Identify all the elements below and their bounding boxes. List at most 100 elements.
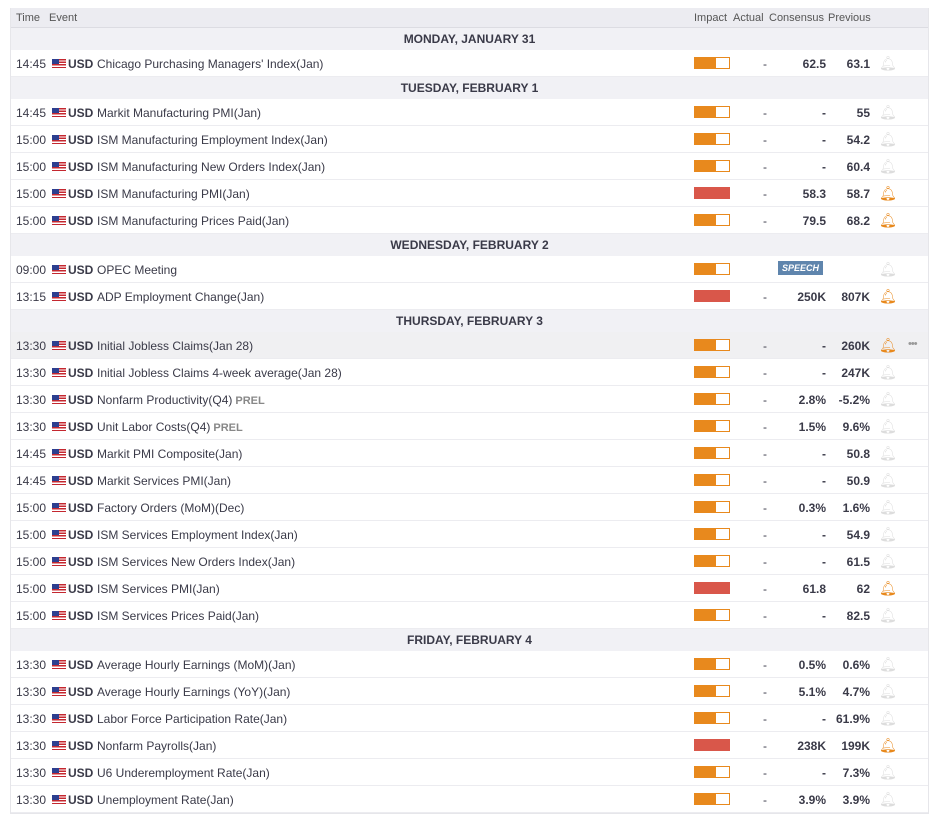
bell-icon[interactable]: 🔔︎ — [879, 764, 897, 780]
event-name-text[interactable]: Initial Jobless Claims(Jan 28) — [97, 339, 254, 353]
event-name[interactable]: ISM Manufacturing PMI(Jan) — [97, 187, 250, 201]
event-row[interactable]: 13:30 USD U6 Underemployment Rate(Jan) - - 7.… — [11, 759, 928, 786]
bell-icon[interactable]: 🔔︎ — [879, 185, 897, 201]
event-row[interactable]: 13:30 USD Unit Labor Costs(Q4) PREL - 1.5% 9.6… — [11, 413, 928, 440]
event-row[interactable]: 15:00 USD ISM Services Employment Index(Ja… — [11, 521, 928, 548]
event-name-text[interactable]: ISM Manufacturing PMI(Jan) — [97, 187, 250, 201]
event-row[interactable]: 13:30 USD Average Hourly Earnings (MoM)(Ja… — [11, 651, 928, 678]
bell-icon[interactable]: 🔔︎ — [879, 288, 897, 304]
event-name-text[interactable]: ISM Services PMI(Jan) — [97, 582, 220, 596]
event-row[interactable]: 13:30 USD Nonfarm Payrolls(Jan) - 238K 199K 🔔︎ — [11, 732, 928, 759]
header-impact[interactable]: Impact — [694, 12, 728, 24]
event-row[interactable]: 09:00 USD OPEC Meeting SPEECH 🔔︎ — [11, 256, 928, 283]
bell-icon[interactable]: 🔔︎ — [879, 391, 897, 407]
event-name-text[interactable]: ISM Services Prices Paid(Jan) — [97, 609, 260, 623]
event-name[interactable]: Unemployment Rate(Jan) — [97, 793, 234, 807]
header-actual[interactable]: Actual — [733, 12, 764, 24]
event-row[interactable]: 15:00 USD ISM Manufacturing PMI(Jan) - 58.3 5… — [11, 180, 928, 207]
event-row[interactable]: 15:00 USD ISM Manufacturing New Orders Ind… — [11, 153, 928, 180]
bell-icon[interactable]: 🔔︎ — [879, 607, 897, 623]
event-name[interactable]: Unit Labor Costs(Q4) PREL — [97, 420, 243, 434]
event-name[interactable]: ISM Services New Orders Index(Jan) — [97, 555, 295, 569]
bell-icon[interactable]: 🔔︎ — [879, 418, 897, 434]
event-name-text[interactable]: Initial Jobless Claims 4-week average(Ja… — [97, 366, 342, 380]
bell-icon[interactable]: 🔔︎ — [879, 261, 897, 277]
event-name-text[interactable]: OPEC Meeting — [97, 263, 178, 277]
header-time[interactable]: Time — [16, 12, 41, 24]
event-name[interactable]: Chicago Purchasing Managers' Index(Jan) — [97, 57, 323, 71]
bell-icon[interactable]: 🔔︎ — [879, 158, 897, 174]
event-name-text[interactable]: Average Hourly Earnings (YoY)(Jan) — [97, 685, 291, 699]
event-name-text[interactable]: ADP Employment Change(Jan) — [97, 290, 265, 304]
event-name[interactable]: ISM Manufacturing Prices Paid(Jan) — [97, 214, 289, 228]
event-name[interactable]: Labor Force Participation Rate(Jan) — [97, 712, 287, 726]
event-row[interactable]: 15:00 USD ISM Manufacturing Employment Ind… — [11, 126, 928, 153]
event-row[interactable]: 14:45 USD Markit Manufacturing PMI(Jan) - - 5… — [11, 99, 928, 126]
event-name-text[interactable]: Markit Services PMI(Jan) — [97, 474, 232, 488]
event-row[interactable]: 14:45 USD Chicago Purchasing Managers' Ind… — [11, 50, 928, 77]
bell-icon[interactable]: 🔔︎ — [879, 683, 897, 699]
event-name[interactable]: Average Hourly Earnings (MoM)(Jan) — [97, 658, 296, 672]
event-row[interactable]: 13:30 USD Nonfarm Productivity(Q4) PREL - 2.8… — [11, 386, 928, 413]
event-name[interactable]: Markit PMI Composite(Jan) — [97, 447, 242, 461]
event-name-text[interactable]: Average Hourly Earnings (MoM)(Jan) — [97, 658, 296, 672]
event-row[interactable]: 13:30 USD Initial Jobless Claims(Jan 28) - -… — [11, 332, 928, 359]
event-name[interactable]: ISM Manufacturing New Orders Index(Jan) — [97, 160, 325, 174]
event-name-text[interactable]: ISM Services Employment Index(Jan) — [97, 528, 298, 542]
header-consensus[interactable]: Consensus — [769, 12, 825, 24]
bell-icon[interactable]: 🔔︎ — [879, 104, 897, 120]
bell-icon[interactable]: 🔔︎ — [879, 55, 897, 71]
event-name-text[interactable]: Unit Labor Costs(Q4) — [97, 420, 211, 434]
event-name-text[interactable]: ISM Manufacturing Employment Index(Jan) — [97, 133, 328, 147]
event-name[interactable]: ISM Services PMI(Jan) — [97, 582, 220, 596]
event-name-text[interactable]: Nonfarm Productivity(Q4) — [97, 393, 233, 407]
event-name-text[interactable]: U6 Underemployment Rate(Jan) — [97, 766, 270, 780]
bell-icon[interactable]: 🔔︎ — [879, 791, 897, 807]
header-previous[interactable]: Previous — [828, 12, 871, 24]
event-row[interactable]: 13:30 USD Initial Jobless Claims 4-week av… — [11, 359, 928, 386]
event-row[interactable]: 15:00 USD ISM Services Prices Paid(Jan) - - 8… — [11, 602, 928, 629]
event-name-text[interactable]: ISM Manufacturing Prices Paid(Jan) — [97, 214, 290, 228]
event-name[interactable]: OPEC Meeting — [97, 263, 177, 277]
event-row[interactable]: 13:30 USD Unemployment Rate(Jan) - 3.9% 3.9% 🔔… — [11, 786, 928, 813]
event-name[interactable]: Average Hourly Earnings (YoY)(Jan) — [97, 685, 290, 699]
event-name-text[interactable]: Labor Force Participation Rate(Jan) — [97, 712, 288, 726]
bell-icon[interactable]: 🔔︎ — [879, 499, 897, 515]
event-row[interactable]: 14:45 USD Markit PMI Composite(Jan) - - 50.8 🔔… — [11, 440, 928, 467]
event-row[interactable]: 15:00 USD Factory Orders (MoM)(Dec) - 0.3% 1.… — [11, 494, 928, 521]
header-event[interactable]: Event — [49, 12, 78, 24]
event-name-text[interactable]: Nonfarm Payrolls(Jan) — [97, 739, 217, 753]
event-name[interactable]: ADP Employment Change(Jan) — [97, 290, 264, 304]
event-name-text[interactable]: Chicago Purchasing Managers' Index(Jan) — [97, 57, 324, 71]
bell-icon[interactable]: 🔔︎ — [879, 364, 897, 380]
more-options-icon[interactable]: ••• — [908, 338, 918, 350]
event-name[interactable]: Markit Manufacturing PMI(Jan) — [97, 106, 261, 120]
bell-icon[interactable]: 🔔︎ — [879, 580, 897, 596]
event-row[interactable]: 13:30 USD Labor Force Participation Rate(J… — [11, 705, 928, 732]
bell-icon[interactable]: 🔔︎ — [879, 656, 897, 672]
bell-icon[interactable]: 🔔︎ — [879, 445, 897, 461]
event-row[interactable]: 15:00 USD ISM Manufacturing Prices Paid(Ja… — [11, 207, 928, 234]
event-name[interactable]: Markit Services PMI(Jan) — [97, 474, 231, 488]
event-name-text[interactable]: ISM Services New Orders Index(Jan) — [97, 555, 296, 569]
bell-icon[interactable]: 🔔︎ — [879, 526, 897, 542]
bell-icon[interactable]: 🔔︎ — [879, 737, 897, 753]
bell-icon[interactable]: 🔔︎ — [879, 337, 897, 353]
event-name[interactable]: Initial Jobless Claims(Jan 28) — [97, 339, 253, 353]
event-name-text[interactable]: Unemployment Rate(Jan) — [97, 793, 234, 807]
bell-icon[interactable]: 🔔︎ — [879, 131, 897, 147]
event-row[interactable]: 13:30 USD Average Hourly Earnings (YoY)(Ja… — [11, 678, 928, 705]
event-name-text[interactable]: Markit PMI Composite(Jan) — [97, 447, 243, 461]
event-name[interactable]: Factory Orders (MoM)(Dec) — [97, 501, 244, 515]
event-name[interactable]: Nonfarm Payrolls(Jan) — [97, 739, 216, 753]
event-name[interactable]: U6 Underemployment Rate(Jan) — [97, 766, 270, 780]
event-name[interactable]: ISM Manufacturing Employment Index(Jan) — [97, 133, 328, 147]
bell-icon[interactable]: 🔔︎ — [879, 472, 897, 488]
event-name-text[interactable]: Factory Orders (MoM)(Dec) — [97, 501, 245, 515]
event-row[interactable]: 14:45 USD Markit Services PMI(Jan) - - 50.9 🔔︎ — [11, 467, 928, 494]
event-row[interactable]: 13:15 USD ADP Employment Change(Jan) - 250K 8… — [11, 283, 928, 310]
bell-icon[interactable]: 🔔︎ — [879, 212, 897, 228]
bell-icon[interactable]: 🔔︎ — [879, 553, 897, 569]
event-name[interactable]: Nonfarm Productivity(Q4) PREL — [97, 393, 265, 407]
bell-icon[interactable]: 🔔︎ — [879, 710, 897, 726]
